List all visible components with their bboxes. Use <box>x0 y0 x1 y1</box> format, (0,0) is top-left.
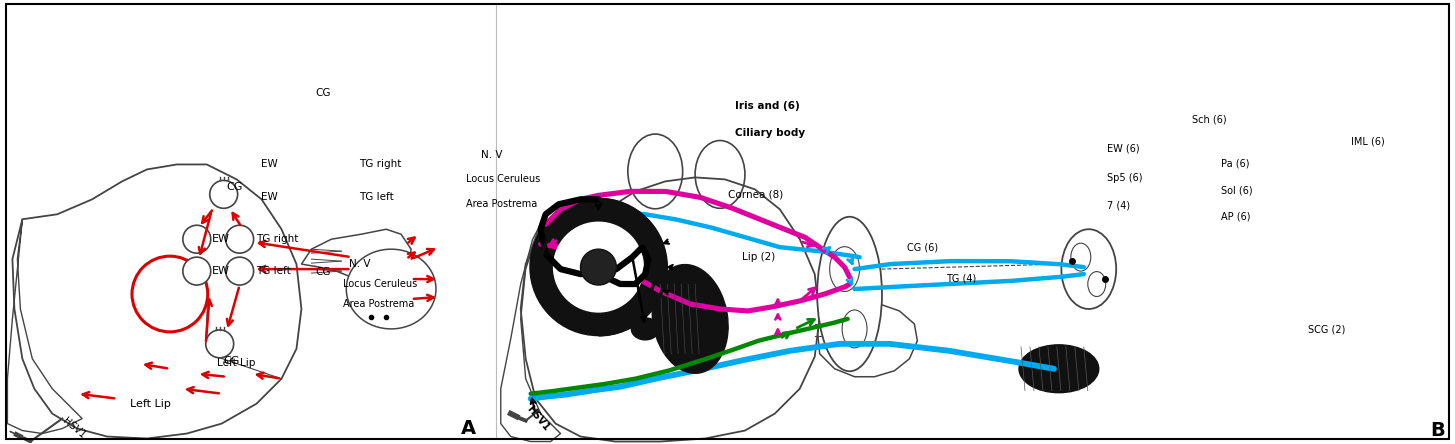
Text: CG: CG <box>227 182 243 192</box>
Text: Locus Ceruleus: Locus Ceruleus <box>467 174 541 184</box>
Text: Sp5 (6): Sp5 (6) <box>1107 173 1144 183</box>
Text: EW (6): EW (6) <box>1107 143 1141 153</box>
Text: Area Postrema: Area Postrema <box>467 198 538 209</box>
Text: SCG (2): SCG (2) <box>1308 325 1344 335</box>
Ellipse shape <box>631 318 659 340</box>
Text: Sch (6): Sch (6) <box>1192 115 1227 124</box>
Text: Area Postrema: Area Postrema <box>343 299 415 309</box>
Text: CG: CG <box>316 267 332 277</box>
Text: EW: EW <box>212 234 230 244</box>
Text: CG (6): CG (6) <box>908 243 938 253</box>
Ellipse shape <box>1061 229 1116 309</box>
Circle shape <box>226 257 253 285</box>
Circle shape <box>183 257 211 285</box>
Text: Locus Ceruleus: Locus Ceruleus <box>343 279 418 289</box>
Text: EW: EW <box>212 266 230 276</box>
Circle shape <box>581 249 617 285</box>
Text: Sol (6): Sol (6) <box>1221 185 1253 195</box>
Text: AP (6): AP (6) <box>1221 212 1250 222</box>
Text: Ciliary body: Ciliary body <box>735 128 805 138</box>
Text: EW: EW <box>260 192 278 202</box>
Circle shape <box>553 222 643 312</box>
Text: Pa (6): Pa (6) <box>1221 159 1248 169</box>
Ellipse shape <box>346 249 436 329</box>
Text: TG right: TG right <box>256 234 298 244</box>
Text: Iris and (6): Iris and (6) <box>735 101 799 111</box>
Text: HSV1: HSV1 <box>60 416 87 441</box>
Text: CG: CG <box>224 356 240 366</box>
Text: Left Lip: Left Lip <box>217 358 256 368</box>
Text: IML (6): IML (6) <box>1352 137 1385 147</box>
Text: TG (4): TG (4) <box>946 274 976 284</box>
Text: 7 (4): 7 (4) <box>1107 201 1131 211</box>
Text: Lip (2): Lip (2) <box>742 252 776 262</box>
Circle shape <box>531 199 666 335</box>
Ellipse shape <box>1018 345 1099 392</box>
Circle shape <box>183 225 211 253</box>
Text: CG: CG <box>316 88 332 98</box>
Text: TG left: TG left <box>256 266 291 276</box>
Text: TG left: TG left <box>359 192 394 202</box>
Circle shape <box>226 225 253 253</box>
Text: TG right: TG right <box>359 159 402 169</box>
Text: N. V: N. V <box>482 150 502 160</box>
Text: A: A <box>461 419 476 438</box>
Circle shape <box>210 180 237 208</box>
Ellipse shape <box>652 265 728 373</box>
Text: Cornea (8): Cornea (8) <box>728 190 783 200</box>
Text: EW: EW <box>260 159 278 169</box>
Text: Left Lip: Left Lip <box>129 399 170 408</box>
Text: N. V: N. V <box>349 259 371 269</box>
Text: B: B <box>1430 421 1445 440</box>
Circle shape <box>205 330 234 358</box>
Ellipse shape <box>818 217 882 371</box>
Text: HSV1: HSV1 <box>524 404 551 433</box>
